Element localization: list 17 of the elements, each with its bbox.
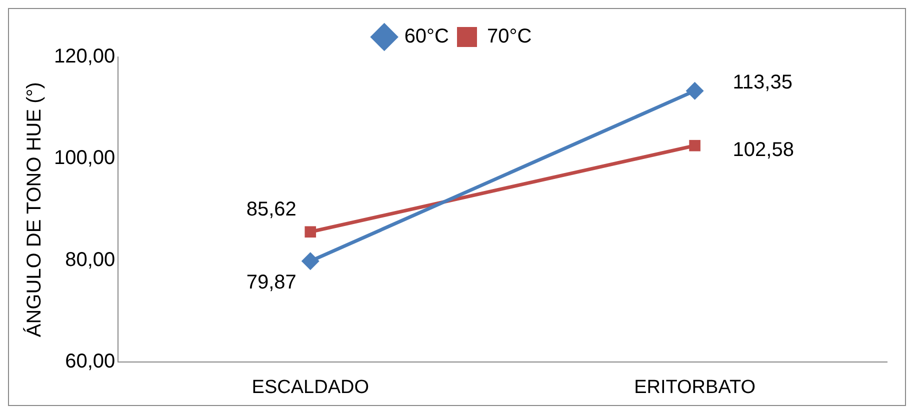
- point: [304, 226, 316, 238]
- y-tick-label: 100,00: [54, 147, 116, 170]
- point: [301, 252, 320, 270]
- data-label: 102,58: [732, 139, 794, 162]
- y-axis-title: ÁNGULO DE TONO HUE (°): [22, 82, 46, 338]
- data-label: 85,62: [246, 198, 296, 220]
- x-tick-label: ESCALDADO: [252, 376, 369, 398]
- y-tick-label: 120,00: [54, 46, 116, 68]
- legend-label: 60°C: [404, 26, 449, 48]
- x-tick-label: ERITORBATO: [634, 376, 756, 398]
- legend-label: 70°C: [487, 26, 532, 48]
- y-tick-label: 80,00: [65, 248, 116, 271]
- point: [686, 82, 704, 100]
- point: [689, 140, 700, 152]
- data-label: 113,35: [732, 71, 792, 94]
- y-tick-label: 60,00: [65, 350, 116, 373]
- data-label: 79,87: [246, 272, 296, 294]
